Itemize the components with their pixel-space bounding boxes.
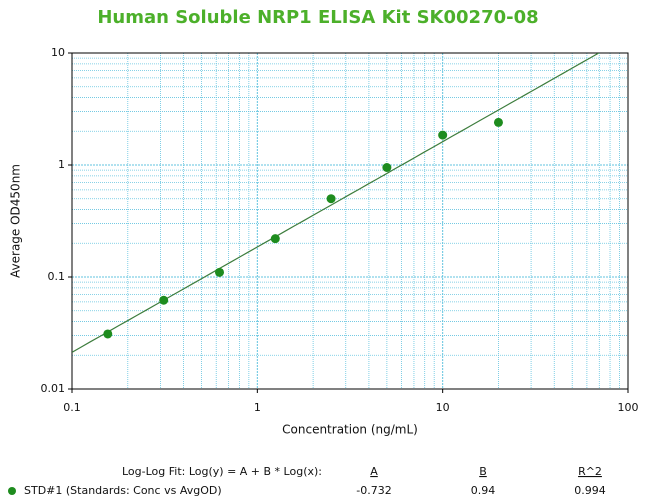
- data-point: [215, 267, 225, 277]
- x-tick-label: 0.1: [63, 401, 81, 414]
- plot-frame: [71, 52, 629, 390]
- fit-value: 0.994: [574, 484, 606, 497]
- chart-title: Human Soluble NRP1 ELISA Kit SK00270-08: [97, 7, 538, 28]
- data-point: [493, 117, 503, 127]
- x-tick-label: 10: [436, 401, 450, 414]
- y-tick-label: 0.01: [41, 382, 66, 395]
- y-tick-label: 1: [58, 158, 65, 171]
- fit-column: A: [370, 465, 378, 478]
- fit-column: B: [479, 465, 487, 478]
- x-tick-label: 1: [254, 401, 261, 414]
- y-axis-label: Average OD450nm: [9, 164, 23, 278]
- data-point: [103, 329, 113, 339]
- y-tick-label: 10: [51, 46, 65, 59]
- legend-label: STD#1 (Standards: Conc vs AvgOD): [24, 484, 222, 497]
- fit-label: Log-Log Fit: Log(y) = A + B * Log(x):: [122, 465, 322, 478]
- data-point: [382, 162, 392, 172]
- x-tick-label: 100: [618, 401, 639, 414]
- data-point: [326, 194, 336, 204]
- y-tick-label: 0.1: [48, 270, 66, 283]
- fit-value: -0.732: [356, 484, 391, 497]
- fit-column: R^2: [578, 465, 602, 478]
- data-point: [159, 295, 169, 305]
- fit-line: [72, 53, 601, 353]
- data-point: [270, 234, 280, 244]
- fit-value: 0.94: [471, 484, 496, 497]
- x-axis-label: Concentration (ng/mL): [282, 423, 418, 437]
- legend-marker: [8, 487, 16, 495]
- data-point: [438, 130, 448, 140]
